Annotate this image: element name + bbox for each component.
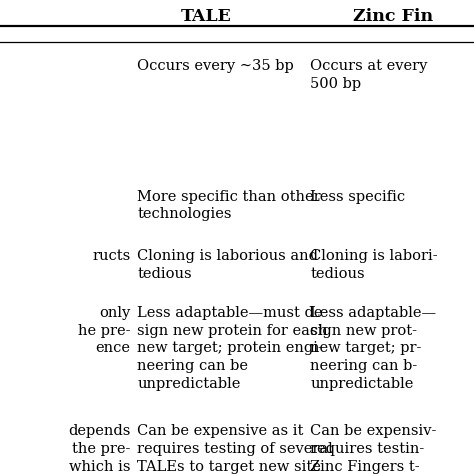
Text: Cloning is labori-
tedious: Cloning is labori- tedious — [310, 249, 438, 281]
Text: Zinc Fin: Zinc Fin — [353, 8, 434, 25]
Text: Less specific: Less specific — [310, 190, 406, 204]
Text: ructs: ructs — [92, 249, 130, 263]
Text: Less adaptable—
sign new prot-
new target; pr-
neering can b-
unpredictable: Less adaptable— sign new prot- new targe… — [310, 306, 437, 391]
Text: Can be expensiv-
requires testin-
Zinc Fingers t-
new site: Can be expensiv- requires testin- Zinc F… — [310, 424, 437, 474]
Text: More specific than other
technologies: More specific than other technologies — [137, 190, 321, 221]
Text: Occurs every ∼35 bp: Occurs every ∼35 bp — [137, 59, 294, 73]
Text: only
he pre-
ence: only he pre- ence — [78, 306, 130, 356]
Text: depends
the pre-
which is: depends the pre- which is — [68, 424, 130, 474]
Text: Occurs at every
500 bp: Occurs at every 500 bp — [310, 59, 428, 91]
Text: Can be expensive as it
requires testing of several
TALEs to target new site: Can be expensive as it requires testing … — [137, 424, 333, 474]
Text: TALE: TALE — [181, 8, 232, 25]
Text: Less adaptable—must de-
sign new protein for each
new target; protein engi-
neer: Less adaptable—must de- sign new protein… — [137, 306, 328, 391]
Text: Cloning is laborious and
tedious: Cloning is laborious and tedious — [137, 249, 319, 281]
